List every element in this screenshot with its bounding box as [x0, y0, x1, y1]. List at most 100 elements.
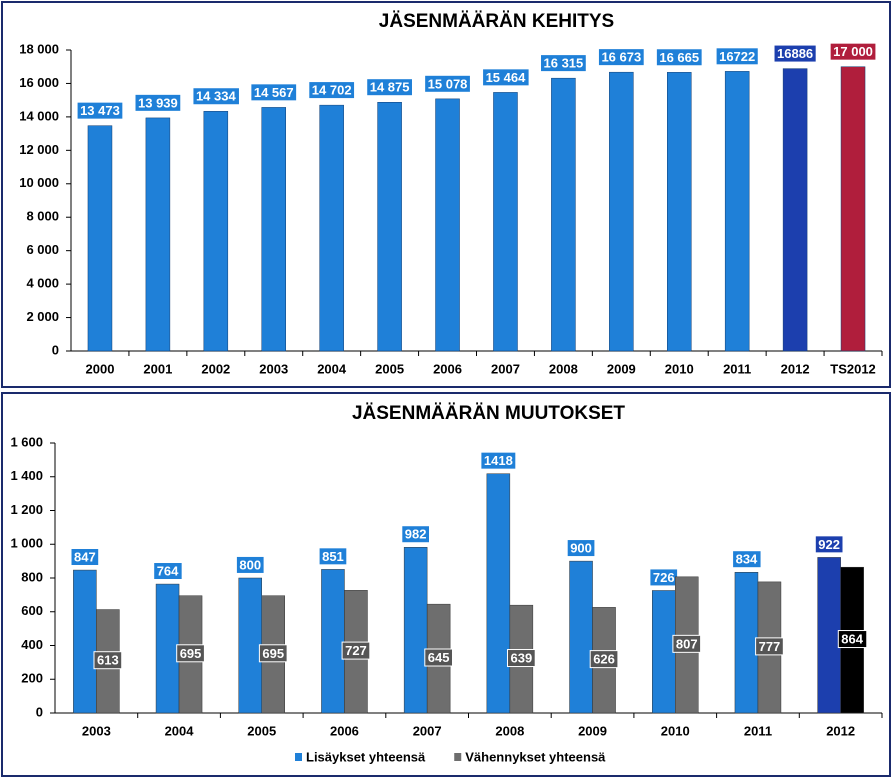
x-tick-label: 2001 [143, 361, 172, 376]
value-label-box [93, 651, 123, 670]
y-tick-label: 4 000 [26, 276, 59, 291]
value-label: 626 [593, 652, 615, 667]
value-label: 16722 [719, 49, 755, 64]
value-label: 613 [97, 653, 119, 668]
x-tick-label: 2002 [201, 361, 230, 376]
value-label: 695 [180, 646, 202, 661]
y-tick-label: 2 000 [26, 309, 59, 324]
bar [377, 102, 402, 352]
bar [155, 583, 180, 714]
x-tick-label: 2003 [259, 361, 288, 376]
bar [261, 107, 286, 352]
bar [486, 473, 511, 714]
legend-swatch [295, 753, 302, 761]
value-label: 764 [157, 564, 179, 579]
value-label: 727 [345, 643, 367, 658]
value-label: 13 939 [138, 95, 178, 110]
y-tick-label: 10 000 [19, 175, 59, 190]
y-tick-label: 1 200 [10, 502, 43, 517]
value-label: 900 [570, 541, 592, 556]
y-tick-label: 1 400 [10, 468, 43, 483]
x-tick-label: 2003 [82, 723, 111, 738]
value-label-box [829, 42, 877, 61]
value-label-box [589, 650, 619, 669]
value-label-box [837, 630, 868, 649]
bar [840, 66, 866, 352]
x-tick-label: 2011 [744, 723, 772, 738]
value-label-box [341, 641, 371, 660]
x-tick-label: 2012 [826, 723, 855, 738]
x-tick-label: 2007 [491, 361, 520, 376]
y-tick-label: 200 [21, 671, 43, 686]
x-tick-label: 2005 [247, 723, 276, 738]
value-label: 982 [405, 527, 427, 542]
y-tick-label: 16 000 [19, 75, 59, 90]
value-label: 14 567 [254, 85, 294, 100]
bar [569, 560, 593, 714]
value-label-box [424, 74, 471, 93]
bar [724, 71, 750, 352]
value-label-box [250, 83, 298, 102]
y-tick-label: 8 000 [26, 209, 59, 224]
value-label: 15 078 [428, 76, 468, 91]
value-label: 800 [239, 557, 261, 572]
value-label: 639 [510, 651, 532, 666]
value-label: 16 665 [659, 50, 699, 65]
value-label: 695 [262, 646, 284, 661]
x-tick-label: 2004 [317, 361, 347, 376]
y-tick-label: 600 [21, 603, 43, 618]
bar [782, 68, 808, 352]
y-tick-label: 14 000 [19, 108, 59, 123]
value-label: 851 [322, 549, 344, 564]
value-label: 14 334 [196, 89, 237, 104]
y-tick-label: 0 [52, 342, 59, 357]
value-label-box [76, 101, 124, 120]
value-label: 922 [818, 537, 840, 552]
bar [609, 71, 634, 352]
value-label: 847 [74, 550, 96, 565]
x-tick-label: 2012 [781, 361, 810, 376]
bar [493, 92, 518, 352]
legend-label: Lisäykset yhteensä [306, 749, 426, 764]
x-tick-label: 2008 [495, 723, 524, 738]
bar [321, 569, 345, 714]
value-label: 1418 [484, 453, 513, 468]
value-label-box [192, 87, 240, 106]
value-label-box [424, 648, 454, 667]
value-label: 726 [653, 570, 675, 585]
bar [203, 111, 229, 352]
bar [238, 577, 262, 714]
x-tick-label: 2007 [413, 723, 442, 738]
value-label-box [672, 634, 702, 653]
value-label-box [480, 451, 517, 470]
value-label-box [506, 649, 536, 668]
x-tick-label: 2006 [330, 723, 359, 738]
y-tick-label: 0 [36, 704, 43, 719]
value-label: 13 473 [80, 103, 120, 118]
value-label-box [540, 54, 587, 73]
bar [551, 77, 576, 352]
y-tick-label: 12 000 [19, 142, 59, 157]
value-label: 16886 [777, 46, 813, 61]
x-tick-label: 2000 [86, 361, 115, 376]
value-label-box [134, 93, 182, 112]
x-tick-label: 2006 [433, 361, 462, 376]
value-label-box [176, 644, 205, 663]
bar [319, 104, 344, 352]
bar [667, 72, 692, 352]
value-label: 777 [759, 639, 781, 654]
value-label: 15 464 [486, 70, 527, 85]
value-label-box [773, 44, 817, 63]
bar [73, 569, 97, 714]
value-label: 14 875 [370, 80, 410, 95]
y-tick-label: 1 000 [10, 536, 43, 551]
value-label: 807 [676, 636, 698, 651]
value-label-box [755, 637, 784, 656]
value-label-box [70, 548, 100, 567]
x-tick-label: 2008 [549, 361, 578, 376]
value-label-box [814, 535, 844, 554]
value-label-box [258, 644, 288, 663]
x-tick-label: 2009 [578, 723, 607, 738]
value-label: 864 [841, 632, 863, 647]
bar [145, 117, 171, 352]
